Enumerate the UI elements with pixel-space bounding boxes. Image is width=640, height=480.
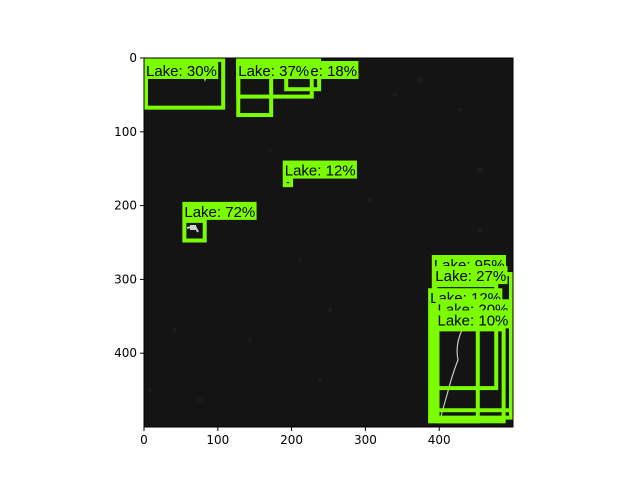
y-tick-label: 100 xyxy=(114,125,137,139)
axes: 0 100 200 300 400 0 100 200 300 400 xyxy=(114,51,514,447)
detection-label-background xyxy=(144,61,219,79)
detection-box xyxy=(433,283,499,391)
detection-labels: Lake: 30%LakeLake: 18%Lake: 37%Lake: 12%… xyxy=(144,61,510,329)
x-tick-label: 100 xyxy=(206,433,229,447)
detection-label: Lake: 10% xyxy=(438,312,509,329)
detection-label: Lake: 12% xyxy=(285,163,356,180)
axes-frame xyxy=(143,57,514,428)
detection-box xyxy=(282,177,294,188)
x-tick-label: 300 xyxy=(354,433,377,447)
lake-spot xyxy=(190,225,196,230)
detection-box xyxy=(182,218,207,243)
y-axis: 0 100 200 300 400 xyxy=(114,51,144,360)
x-tick-label: 0 xyxy=(140,433,148,447)
x-tick-label: 400 xyxy=(428,433,451,447)
y-tick-label: 0 xyxy=(129,51,137,65)
detection-box xyxy=(144,58,226,110)
detection-label-background xyxy=(282,160,357,179)
detection-box xyxy=(435,327,506,424)
x-axis: 0 100 200 300 400 xyxy=(140,427,451,447)
detection-box xyxy=(236,58,274,118)
detection-label: Lake: 30% xyxy=(146,63,217,80)
detection-label-background xyxy=(236,61,311,79)
y-tick-label: 300 xyxy=(114,272,137,286)
y-tick-label: 200 xyxy=(114,199,137,213)
detection-label: Lake: 72% xyxy=(184,204,255,221)
detection-label: Lake: 37% xyxy=(238,63,309,80)
detection-label-background xyxy=(433,266,508,285)
terrain-texture xyxy=(148,77,483,402)
detection-label: Lake: 27% xyxy=(435,268,506,285)
detection-label-background xyxy=(182,201,257,220)
detection-label-background xyxy=(435,310,510,329)
y-tick-label: 400 xyxy=(114,346,137,360)
x-tick-label: 200 xyxy=(280,433,303,447)
